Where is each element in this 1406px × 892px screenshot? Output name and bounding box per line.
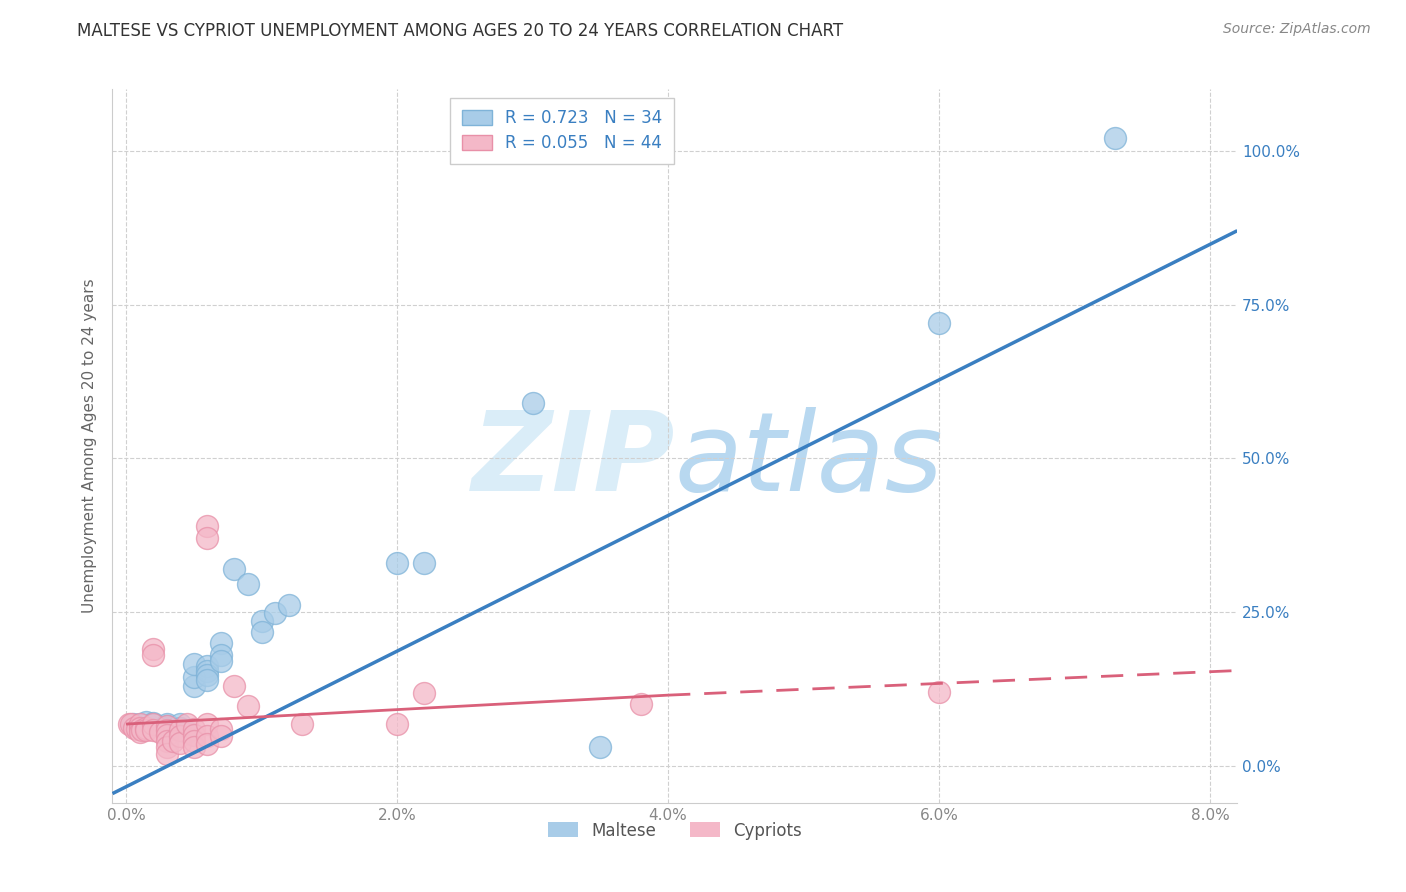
Legend: Maltese, Cypriots: Maltese, Cypriots: [540, 814, 810, 848]
Point: [195, 717, 218, 731]
Point: [128, 717, 150, 731]
Point: [169, 721, 191, 735]
Point: [250, 615, 273, 629]
Point: [209, 730, 232, 744]
Point: [142, 717, 165, 731]
Point: [121, 717, 143, 731]
Point: [195, 531, 218, 545]
Point: [156, 721, 179, 735]
Point: [195, 668, 218, 682]
Point: [169, 730, 191, 744]
Point: [183, 657, 205, 672]
Point: [128, 725, 150, 739]
Point: [169, 717, 191, 731]
Point: [162, 734, 184, 748]
Point: [156, 717, 179, 731]
Point: [156, 747, 179, 761]
Point: [195, 664, 218, 678]
Point: [142, 717, 165, 731]
Point: [183, 740, 205, 755]
Point: [149, 725, 172, 739]
Point: [413, 686, 436, 700]
Point: [209, 636, 232, 650]
Point: [928, 685, 950, 699]
Text: atlas: atlas: [675, 407, 943, 514]
Point: [385, 717, 408, 731]
Text: ZIP: ZIP: [471, 407, 675, 514]
Point: [522, 396, 544, 410]
Point: [385, 556, 408, 570]
Y-axis label: Unemployment Among Ages 20 to 24 years: Unemployment Among Ages 20 to 24 years: [82, 278, 97, 614]
Point: [128, 721, 150, 735]
Point: [156, 740, 179, 755]
Point: [169, 723, 191, 738]
Point: [209, 722, 232, 736]
Point: [118, 717, 141, 731]
Point: [183, 679, 205, 693]
Point: [630, 698, 652, 712]
Point: [413, 556, 436, 570]
Point: [125, 722, 148, 736]
Point: [264, 607, 287, 621]
Point: [195, 737, 218, 751]
Point: [195, 519, 218, 533]
Text: Source: ZipAtlas.com: Source: ZipAtlas.com: [1223, 22, 1371, 37]
Point: [928, 316, 950, 330]
Point: [122, 721, 145, 735]
Point: [176, 717, 198, 731]
Point: [156, 723, 179, 738]
Point: [128, 717, 150, 731]
Point: [195, 730, 218, 744]
Point: [183, 734, 205, 748]
Point: [156, 719, 179, 733]
Point: [209, 648, 232, 662]
Point: [156, 728, 179, 742]
Point: [195, 659, 218, 673]
Point: [142, 723, 165, 738]
Point: [169, 723, 191, 738]
Point: [183, 728, 205, 742]
Point: [236, 577, 259, 591]
Point: [156, 719, 179, 733]
Point: [183, 670, 205, 684]
Point: [156, 734, 179, 748]
Point: [277, 598, 299, 612]
Point: [236, 698, 259, 713]
Point: [131, 723, 153, 738]
Point: [142, 648, 165, 662]
Point: [250, 624, 273, 639]
Point: [291, 717, 314, 731]
Point: [120, 717, 142, 731]
Point: [135, 721, 157, 735]
Text: MALTESE VS CYPRIOT UNEMPLOYMENT AMONG AGES 20 TO 24 YEARS CORRELATION CHART: MALTESE VS CYPRIOT UNEMPLOYMENT AMONG AG…: [77, 22, 844, 40]
Point: [195, 673, 218, 687]
Point: [224, 679, 246, 693]
Point: [142, 642, 165, 657]
Point: [176, 725, 198, 739]
Point: [169, 735, 191, 749]
Point: [209, 654, 232, 668]
Point: [224, 562, 246, 576]
Point: [1104, 131, 1126, 145]
Point: [183, 722, 205, 736]
Point: [135, 723, 157, 738]
Point: [589, 740, 612, 755]
Point: [142, 715, 165, 730]
Point: [135, 714, 157, 729]
